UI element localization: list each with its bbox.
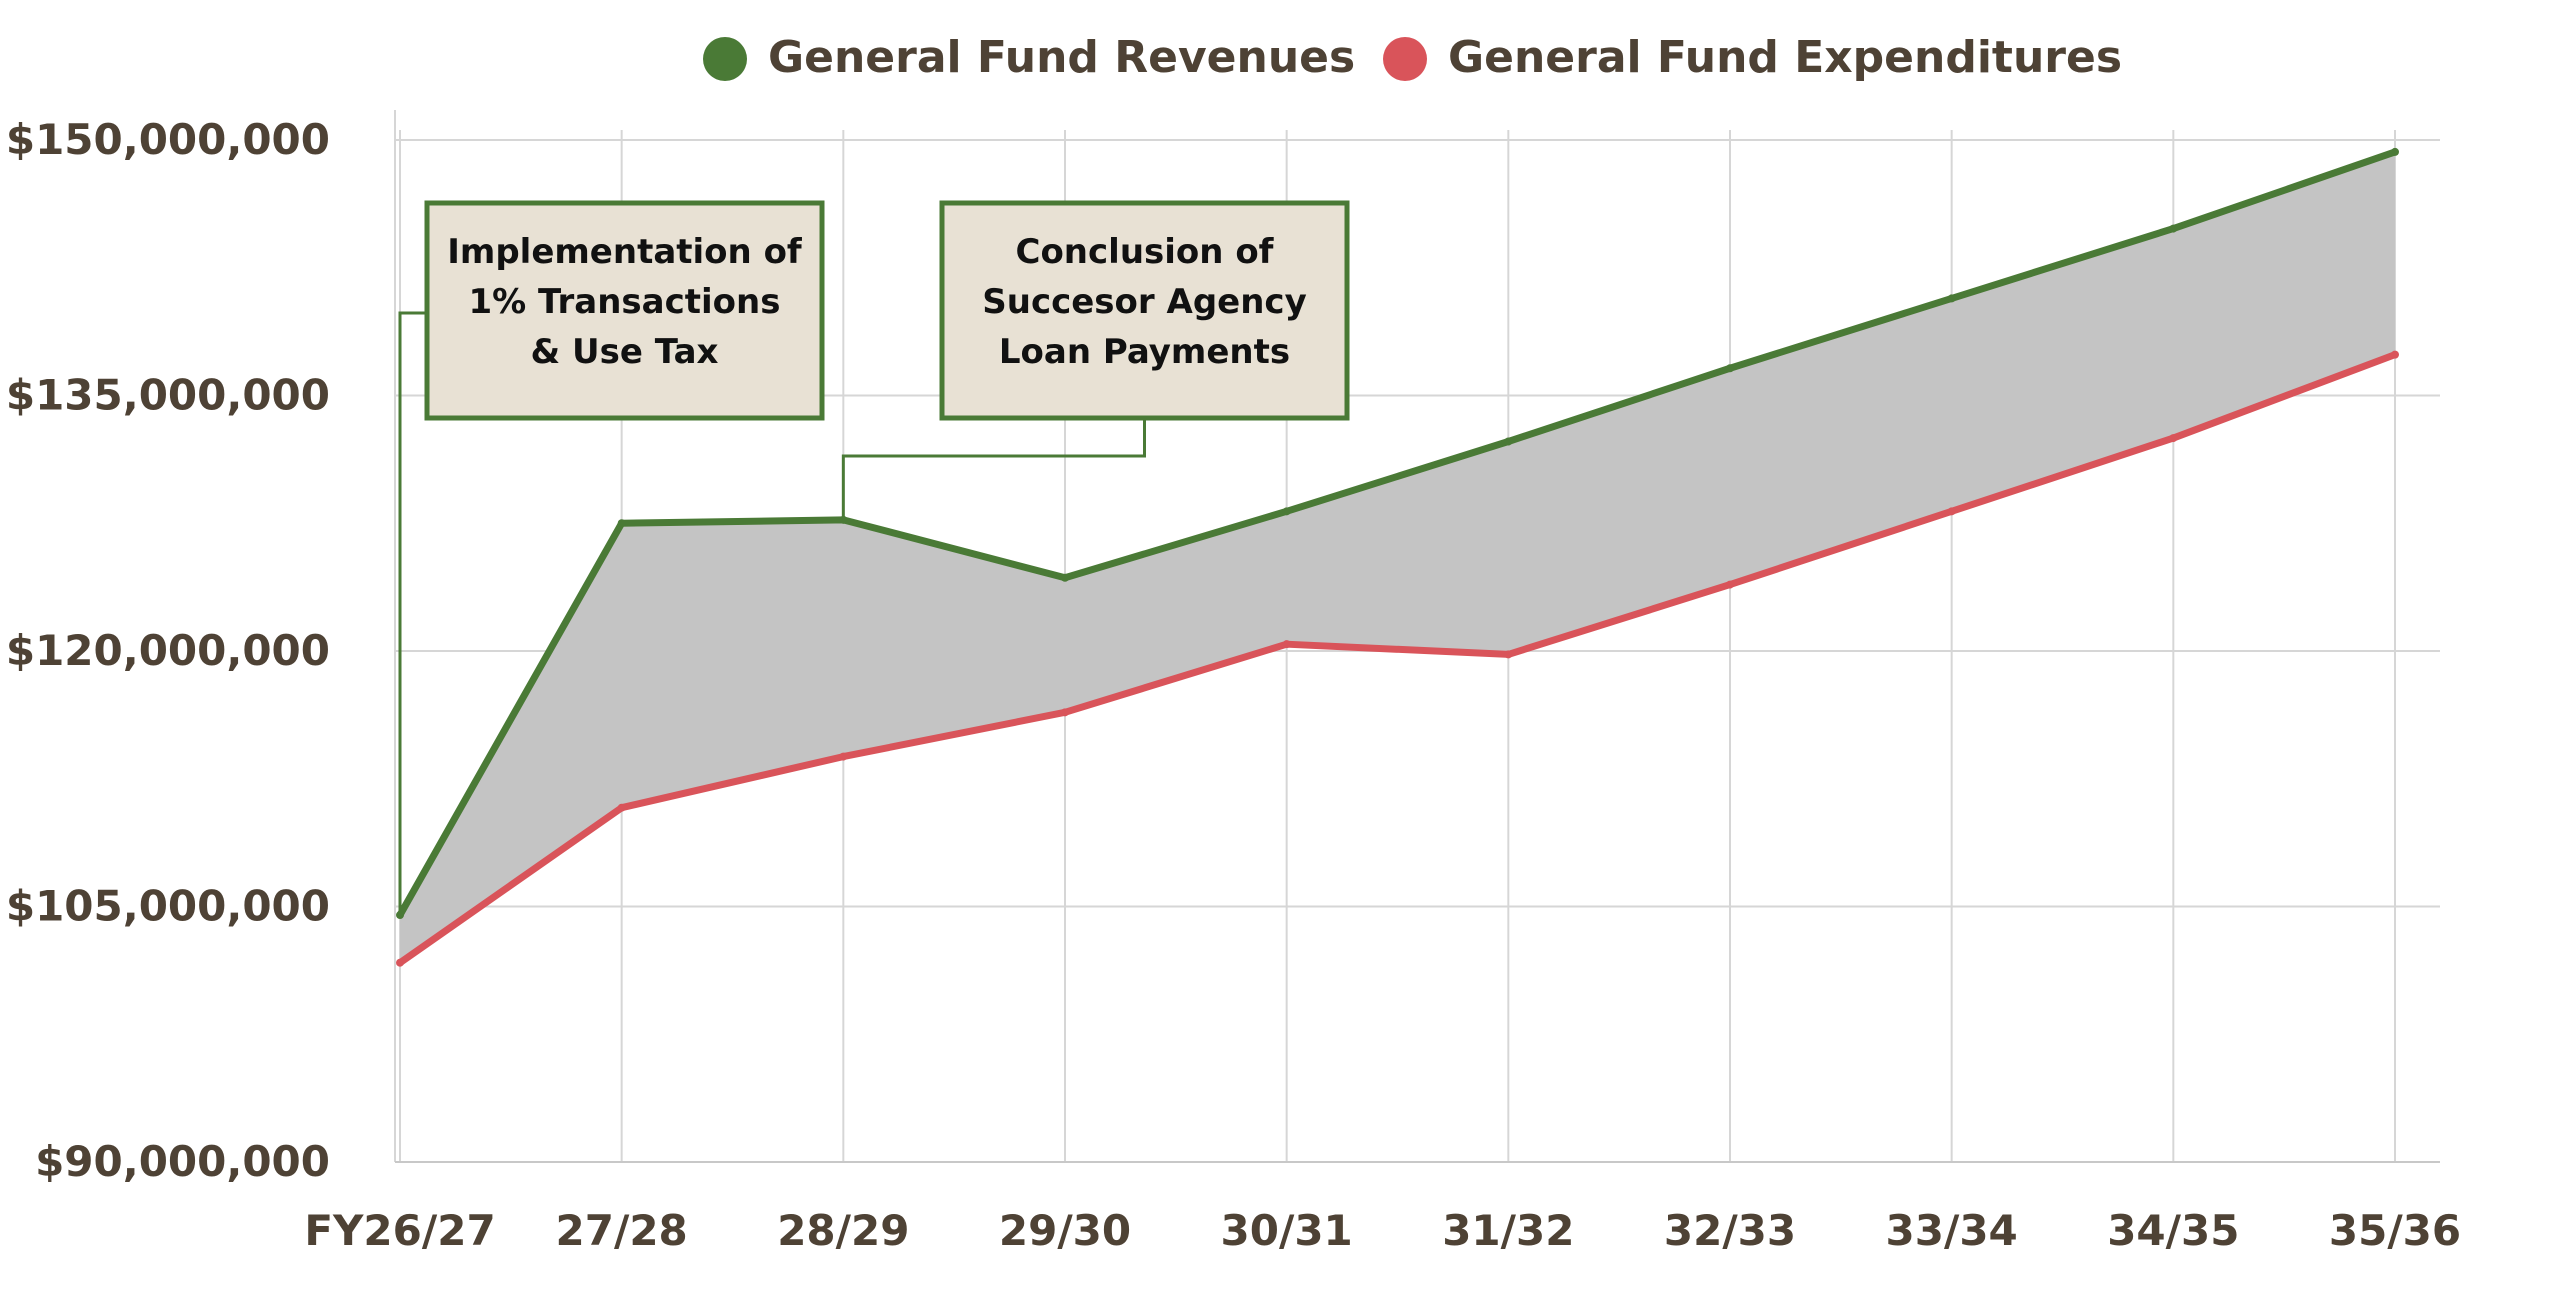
legend-marker-revenues: [703, 37, 747, 81]
data-point-expenditures-2: [839, 752, 848, 761]
data-point-revenues-9: [2391, 147, 2399, 156]
y-tick-label-3: $105,000,000: [6, 882, 330, 931]
data-point-revenues-6: [1726, 364, 1734, 373]
data-point-revenues-8: [2169, 224, 2178, 233]
annotation-text-0-1: 1% Transactions: [469, 282, 781, 322]
data-point-revenues-4: [1282, 507, 1291, 516]
y-tick-label-0: $150,000,000: [6, 115, 330, 164]
x-tick-label-0: FY26/27: [304, 1206, 495, 1255]
y-tick-label-2: $120,000,000: [6, 626, 330, 675]
x-tick-label-1: 27/28: [556, 1206, 688, 1255]
annotation-text-1-2: Loan Payments: [999, 332, 1290, 372]
x-tick-label-6: 32/33: [1664, 1206, 1796, 1255]
series-line-revenues: [396, 148, 2399, 919]
legend: General Fund Revenues General Fund Expen…: [703, 32, 2122, 83]
data-point-expenditures-6: [1726, 580, 1734, 589]
x-tick-label-7: 33/34: [1886, 1206, 2018, 1255]
data-point-revenues-3: [1061, 573, 1069, 582]
x-tick-label-4: 30/31: [1221, 1206, 1353, 1255]
annotations: Implementation of 1% Transactions & Use Ta…: [398, 200, 1350, 916]
legend-marker-expenditures: [1383, 37, 1427, 81]
x-tick-label-5: 31/32: [1442, 1206, 1574, 1255]
fill-between-polygon: [400, 151, 2395, 963]
x-axis-ticks: FY26/27 27/28 28/29 29/30 30/31 31/32 32/33 33/…: [304, 1206, 2461, 1255]
annotation-leader-1: [841, 418, 1146, 520]
data-point-revenues-1: [617, 519, 626, 528]
data-point-expenditures-7: [1947, 507, 1956, 516]
x-tick-label-3: 29/30: [999, 1206, 1131, 1255]
legend-label-expenditures: General Fund Expenditures: [1448, 32, 2122, 83]
data-point-expenditures-9: [2391, 350, 2399, 359]
data-point-revenues-5: [1504, 437, 1513, 446]
x-tick-label-8: 34/35: [2107, 1206, 2239, 1255]
annotation-text-1-0: Conclusion of: [1016, 232, 1275, 272]
data-point-expenditures-4: [1282, 640, 1291, 649]
legend-label-revenues: General Fund Revenues: [768, 32, 1355, 83]
y-tick-label-1: $135,000,000: [6, 371, 330, 420]
annotation-text-0-2: & Use Tax: [531, 332, 719, 372]
annotation-text-0-0: Implementation of: [447, 232, 803, 272]
y-tick-label-4: $90,000,000: [35, 1137, 330, 1186]
data-point-expenditures-3: [1061, 708, 1069, 717]
series-lines: [396, 147, 2399, 967]
data-point-revenues-7: [1947, 294, 1956, 303]
fill-between-area: [400, 151, 2395, 963]
data-point-expenditures-1: [617, 803, 626, 812]
y-axis-ticks: $150,000,000 $135,000,000 $120,000,000 $105…: [6, 115, 330, 1186]
data-point-expenditures-0: [396, 958, 404, 967]
data-point-expenditures-5: [1504, 650, 1513, 659]
annotation-box-0: [424, 200, 825, 421]
annotation-leader-0: [398, 311, 427, 916]
series-line-expenditures: [396, 351, 2399, 967]
x-tick-label-2: 28/29: [777, 1206, 909, 1255]
annotation-text-1-1: Succesor Agency: [982, 282, 1307, 322]
x-tick-label-9: 35/36: [2329, 1206, 2461, 1255]
data-point-expenditures-8: [2169, 434, 2178, 443]
annotation-box-1: [939, 200, 1350, 421]
